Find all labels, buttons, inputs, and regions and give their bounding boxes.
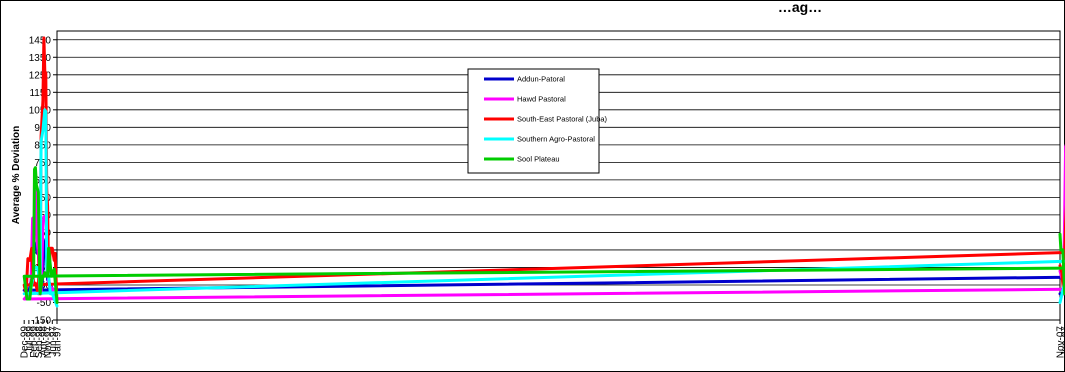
y-tick-label: -150 <box>31 316 51 327</box>
x-tick-label: Nov-97 <box>43 326 54 359</box>
x-tick-label: Sep-98 <box>34 326 45 359</box>
legend-label: South-East Pastoral (Juba) <box>517 115 608 124</box>
y-tick-label: 50 <box>40 280 52 291</box>
x-tick-label: Apr-98 <box>38 326 49 356</box>
x-axis-ticks: Jan-97Jun-97Nov-97Apr-98Sep-98Feb-99Jul-… <box>20 320 1065 359</box>
legend-label: Addun-Patoral <box>517 75 565 84</box>
legend-box <box>467 68 600 174</box>
y-tick-label: 1050 <box>29 105 52 116</box>
y-tick-label: 750 <box>34 158 51 169</box>
legend-label: Southern Agro-Pastoral <box>517 135 595 144</box>
x-tick-label: Jul-99 <box>24 326 35 354</box>
y-axis-title: Average % Deviation <box>11 126 22 225</box>
gridlines <box>57 39 1060 321</box>
y-tick-label: 550 <box>34 193 51 204</box>
series-line-4 <box>22 166 1065 304</box>
series-line-3 <box>22 108 1065 308</box>
y-tick-label: 650 <box>34 175 51 186</box>
y-tick-label: 1350 <box>29 53 52 64</box>
x-tick-label: Jun-97 <box>48 326 59 357</box>
legend-label: Hawd Pastoral <box>517 95 566 104</box>
y-tick-label: 1450 <box>29 35 52 46</box>
y-tick-label: -50 <box>37 298 52 309</box>
y-tick-label: 1250 <box>29 70 52 81</box>
y-tick-label: 1150 <box>29 88 51 99</box>
x-tick-label: Jun-07 <box>1060 326 1065 357</box>
series-lines <box>22 36 1065 308</box>
x-tick-label: Feb-99 <box>29 326 40 358</box>
legend-label: Sool Plateau <box>517 155 560 164</box>
chart-title: …ag… <box>778 0 822 15</box>
x-tick-label: Dec-99 <box>20 326 31 359</box>
y-tick-label: 850 <box>34 140 51 151</box>
series-line-2 <box>22 36 1065 304</box>
x-tick-label: Nov-07 <box>1056 326 1065 359</box>
legend: Addun-Patoral Hawd Pastoral South-East Pas… <box>467 68 608 174</box>
x-tick-label: Jan-97 <box>53 326 64 357</box>
